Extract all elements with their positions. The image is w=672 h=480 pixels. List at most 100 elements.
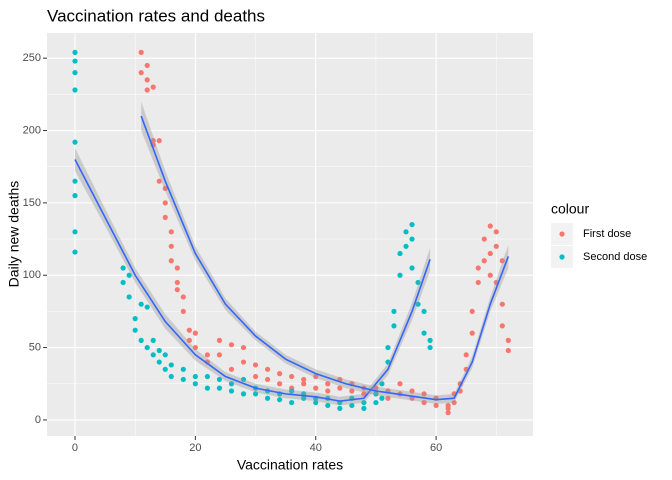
point [349,388,355,394]
point [252,362,259,368]
point [445,410,451,416]
point [240,391,247,397]
point [192,330,198,336]
point [138,301,144,307]
point [216,337,223,343]
point [433,402,439,409]
point [427,344,433,351]
point [313,385,319,391]
x-tick-label: 40 [310,442,322,454]
point [156,178,162,184]
point [487,272,493,278]
point [409,221,415,228]
point [469,330,475,336]
point [481,236,487,242]
point [337,385,343,391]
point [150,352,156,358]
smooth-line [74,159,431,402]
point [379,381,385,387]
point [174,279,180,286]
point [277,397,283,403]
point [162,200,168,206]
point [415,301,421,307]
y-axis-title: Daily new deaths [6,181,22,288]
x-axis-title: Vaccination rates [237,457,343,473]
point [72,70,78,76]
point [325,388,331,394]
legend-label: First dose [583,228,631,240]
point [301,395,307,401]
point [397,250,403,257]
point [126,272,132,278]
point [180,308,186,315]
point [228,366,235,372]
point [138,337,144,343]
point [421,399,427,406]
point [120,265,126,271]
point [349,402,355,409]
point [228,388,235,394]
point [150,337,156,343]
point [240,344,247,351]
point [289,373,295,380]
point [385,344,391,351]
point [325,381,331,387]
point [475,279,481,286]
point [138,49,144,55]
point [385,359,391,365]
point [162,214,168,220]
point [180,376,186,383]
point [277,371,283,377]
point [361,399,367,406]
point [162,185,168,192]
point [361,391,367,397]
point [72,58,78,64]
point [168,243,174,249]
smooth-line [140,115,510,401]
y-tick-label: 0 [35,414,41,426]
legend-label: Second dose [583,251,647,263]
y-tick-label: 200 [23,124,41,136]
point [228,342,235,348]
point [132,327,138,333]
point [505,347,511,354]
point [228,381,235,387]
point [72,49,78,55]
point [427,337,433,343]
point [301,376,307,383]
point [487,250,493,257]
point [373,399,379,406]
point [499,301,505,307]
legend-marker [559,254,565,260]
point [240,376,247,383]
point [469,308,475,315]
point [493,243,499,249]
point [174,287,180,293]
point [252,391,259,397]
point [325,402,331,409]
point [174,265,180,271]
point [445,405,451,411]
point [481,258,487,264]
point [192,344,198,351]
point [421,330,427,336]
legend-title: colour [551,201,589,217]
point [72,178,78,184]
point [252,373,259,380]
x-tick-label: 0 [72,442,78,454]
point [493,229,499,235]
point [138,70,144,76]
point [216,385,223,391]
point [168,373,174,380]
point [301,381,307,387]
point [313,399,319,406]
x-tick-label: 20 [189,442,201,454]
point [162,366,168,372]
point [337,405,343,411]
point [379,395,385,401]
point [499,323,505,329]
point [264,395,271,401]
legend-marker [559,231,565,237]
point [156,138,162,144]
